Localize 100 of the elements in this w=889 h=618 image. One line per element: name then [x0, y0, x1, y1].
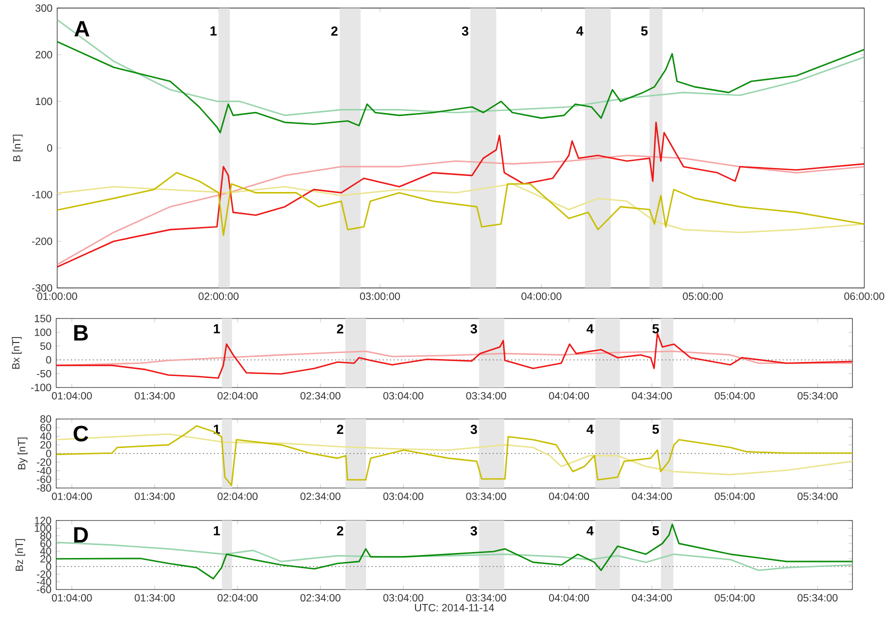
y-tick-label: 150: [34, 314, 52, 322]
x-tick-label: 04:04:00: [549, 594, 589, 602]
band-label: 4: [586, 424, 594, 434]
x-tick-label: 03:34:00: [466, 594, 506, 602]
y-tick-label: 80: [40, 415, 52, 423]
x-tick-label: 04:00:00: [521, 292, 562, 300]
band-label: 1: [214, 526, 220, 536]
y-axis-title: Bz [nT]: [15, 539, 26, 571]
x-tick-label: 03:04:00: [383, 392, 424, 400]
y-tick-label: 20: [40, 555, 52, 562]
y-axis-title: By [nT]: [18, 438, 28, 470]
x-tick-label: 01:34:00: [134, 492, 175, 500]
y-tick-label: 0: [47, 144, 52, 152]
x-tick-label: 04:34:00: [632, 492, 672, 500]
line-series: [57, 154, 864, 266]
x-tick-label: 05:34:00: [798, 594, 838, 602]
band-label: 4: [576, 26, 584, 36]
line-series: [56, 524, 852, 580]
line-series: [56, 542, 852, 572]
x-tick-label: 03:04:00: [383, 492, 424, 500]
y-tick-label: 120: [34, 516, 52, 524]
y-tick-label: -80: [36, 484, 52, 492]
y-tick-label: 100: [34, 328, 52, 336]
y-tick-label: 80: [40, 532, 52, 540]
y-tick-label: 0: [46, 562, 52, 570]
band-label: 4: [586, 526, 594, 536]
y-tick-label: 40: [40, 547, 52, 555]
band-label: 1: [214, 324, 220, 334]
band-label: 2: [336, 324, 344, 334]
y-tick-label: 100: [36, 98, 52, 106]
line-series: [57, 18, 864, 116]
y-tick-label: -60: [36, 476, 52, 484]
band-label: 3: [462, 26, 468, 36]
x-tick-label: 01:34:00: [134, 392, 175, 400]
line-series: [57, 122, 864, 268]
x-tick-label: 05:00:00: [682, 292, 723, 300]
y-tick-label: 40: [40, 432, 52, 440]
x-tick-label: 05:34:00: [798, 492, 838, 500]
y-tick-label: -200: [32, 238, 52, 245]
annotation: D: [74, 527, 88, 542]
x-tick-label: 04:04:00: [549, 392, 589, 400]
band-label: 4: [586, 324, 594, 334]
y-axis-title: Bx [nT]: [12, 337, 22, 369]
band-label: 5: [641, 26, 648, 36]
band-label: 5: [652, 526, 659, 536]
x-tick-label: 02:04:00: [218, 594, 258, 602]
x-tick-label: 01:04:00: [52, 492, 92, 500]
x-tick-label: 01:04:00: [52, 392, 92, 400]
x-axis-title: UTC: 2014-11-14: [415, 604, 494, 612]
x-tick-label: 01:34:00: [134, 594, 175, 602]
x-tick-label: 05:34:00: [798, 392, 838, 400]
x-tick-label: 02:34:00: [300, 492, 340, 500]
band-label: 1: [210, 26, 217, 36]
line-series: [57, 183, 864, 234]
x-tick-label: 01:00:00: [37, 292, 78, 300]
x-tick-label: 03:00:00: [360, 292, 400, 300]
band-label: 3: [470, 424, 478, 434]
y-tick-label: -20: [36, 458, 52, 466]
y-axis-title: B [nT]: [12, 134, 23, 162]
x-tick-label: 02:04:00: [218, 392, 258, 400]
x-tick-label: 03:04:00: [383, 594, 424, 602]
line-series: [57, 172, 864, 236]
y-tick-label: 300: [35, 4, 52, 12]
band-label: 2: [336, 424, 344, 434]
band-label: 5: [652, 324, 659, 334]
line-series: [56, 425, 852, 486]
annotation: B: [74, 325, 88, 340]
y-tick-label: -40: [36, 578, 52, 586]
band-label: 3: [470, 324, 478, 334]
x-tick-label: 03:34:00: [466, 392, 506, 400]
x-tick-label: 06:00:00: [844, 292, 884, 300]
y-tick-label: 0: [46, 450, 52, 458]
x-tick-label: 04:04:00: [549, 492, 589, 500]
y-tick-label: -100: [32, 190, 52, 198]
x-tick-label: 02:00:00: [198, 292, 239, 300]
x-tick-label: 05:04:00: [714, 594, 755, 602]
band-label: 2: [336, 526, 344, 536]
y-tick-label: 100: [34, 524, 52, 532]
band-label: 3: [470, 526, 478, 536]
x-tick-label: 05:04:00: [714, 392, 755, 400]
x-tick-label: 02:34:00: [300, 594, 340, 602]
y-tick-label: -20: [36, 570, 52, 578]
x-tick-label: 02:34:00: [300, 392, 340, 400]
x-tick-label: 01:04:00: [52, 594, 92, 602]
y-tick-label: 0: [46, 356, 52, 364]
y-tick-label: 50: [40, 342, 52, 350]
annotation: A: [74, 21, 90, 36]
y-tick-label: 200: [36, 50, 52, 58]
x-tick-label: 02:04:00: [218, 492, 258, 500]
x-tick-label: 04:34:00: [632, 594, 672, 602]
x-tick-label: 03:34:00: [466, 492, 506, 500]
y-tick-label: 20: [40, 441, 52, 449]
y-tick-label: -300: [32, 284, 52, 292]
y-tick-label: -50: [36, 370, 52, 378]
y-tick-label: -60: [36, 586, 52, 594]
y-tick-label: 60: [40, 424, 52, 432]
line-series: [57, 40, 864, 134]
annotation: C: [74, 426, 88, 442]
y-tick-label: -100: [31, 384, 52, 392]
y-tick-label: 60: [40, 540, 52, 548]
